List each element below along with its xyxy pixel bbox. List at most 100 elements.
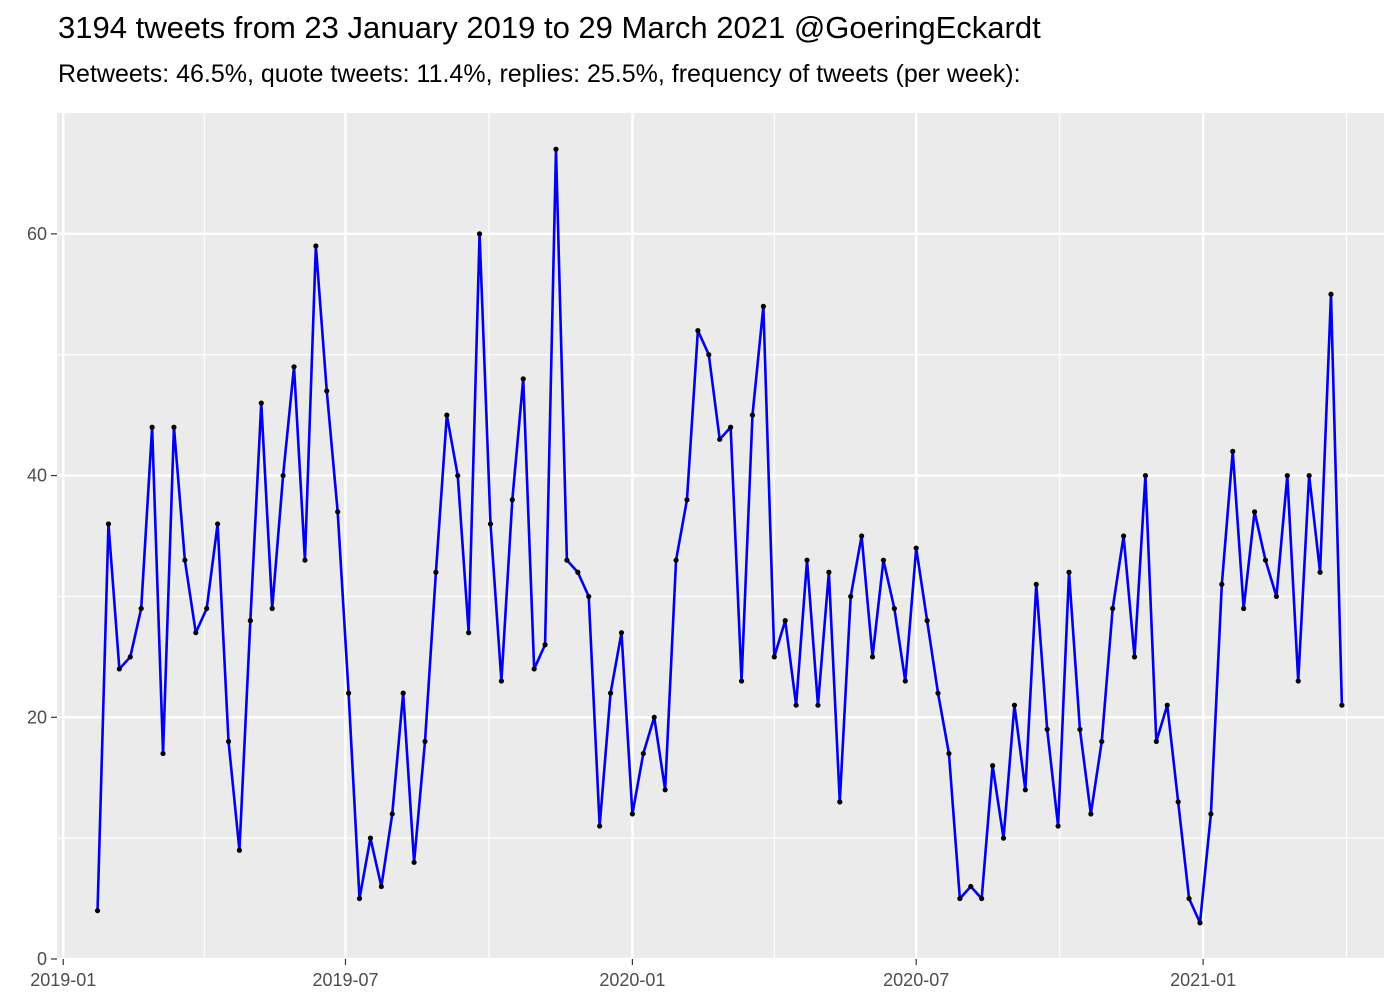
data-point <box>1088 811 1094 817</box>
data-point <box>498 678 505 684</box>
data-point <box>1197 920 1203 926</box>
data-point <box>1066 569 1072 575</box>
data-point <box>760 303 766 309</box>
data-point <box>629 811 635 817</box>
data-point <box>1033 581 1039 587</box>
data-point <box>258 400 264 406</box>
data-point <box>411 859 417 865</box>
data-point <box>476 231 483 237</box>
data-point <box>204 605 210 612</box>
data-point <box>182 557 188 563</box>
data-point <box>684 497 690 503</box>
data-point <box>957 895 963 902</box>
data-point <box>880 557 887 563</box>
series-points <box>94 146 1345 926</box>
data-point <box>400 690 406 696</box>
data-point <box>575 569 581 575</box>
data-point <box>1142 472 1149 479</box>
data-point <box>1284 472 1290 479</box>
data-point <box>1131 654 1138 660</box>
data-point <box>738 678 745 684</box>
data-point <box>422 738 428 745</box>
data-point <box>466 630 472 636</box>
data-point <box>1306 472 1312 479</box>
data-point <box>869 654 876 660</box>
x-tick-label: 2020-01 <box>599 970 665 990</box>
data-point <box>902 678 908 684</box>
data-point <box>771 654 777 660</box>
data-point <box>520 376 526 382</box>
x-tick-label: 2019-01 <box>30 970 96 990</box>
x-tick-label: 2020-07 <box>883 970 949 990</box>
data-point <box>804 557 810 563</box>
chart-title: 3194 tweets from 23 January 2019 to 29 M… <box>58 10 1041 45</box>
data-point <box>1099 738 1105 745</box>
data-point <box>651 714 657 720</box>
data-point <box>891 605 897 612</box>
chart-subtitle: Retweets: 46.5%, quote tweets: 11.4%, re… <box>58 60 1021 88</box>
data-point <box>160 750 166 757</box>
data-point <box>640 750 646 757</box>
data-point <box>1295 678 1301 684</box>
data-point <box>848 593 854 600</box>
data-point <box>345 690 352 696</box>
data-point <box>1241 605 1247 612</box>
data-point <box>1186 895 1192 902</box>
data-point <box>1044 726 1050 732</box>
data-point <box>1328 291 1334 297</box>
data-point <box>116 666 122 672</box>
data-point <box>673 557 679 563</box>
data-point <box>1022 787 1028 793</box>
data-point <box>127 654 133 660</box>
data-point <box>1273 593 1280 600</box>
data-point <box>280 472 286 479</box>
data-point <box>1208 811 1214 817</box>
data-point <box>913 545 919 551</box>
data-point <box>586 593 592 600</box>
data-point <box>1175 799 1181 805</box>
data-point <box>946 750 952 757</box>
data-point <box>1262 557 1269 563</box>
axes: 2019-01 2019-07 2020-01 2020-07 2021-01 0 20 40… <box>27 224 1236 990</box>
data-point <box>1000 835 1007 841</box>
data-point <box>378 883 384 890</box>
data-point <box>662 787 668 793</box>
data-point <box>815 702 821 708</box>
data-point <box>149 424 155 430</box>
data-point <box>247 618 253 624</box>
data-point <box>356 895 363 902</box>
data-point <box>433 569 439 575</box>
data-point <box>1219 581 1225 587</box>
data-point <box>990 763 996 769</box>
data-point <box>542 642 548 648</box>
data-point <box>105 521 112 527</box>
data-point <box>138 605 144 612</box>
data-point <box>531 666 537 672</box>
data-point <box>859 533 865 539</box>
data-point <box>509 497 515 503</box>
data-point <box>728 424 734 430</box>
data-point <box>367 835 374 841</box>
data-point <box>1230 448 1236 454</box>
data-point <box>979 895 985 902</box>
data-point <box>826 569 832 575</box>
data-point <box>487 521 494 527</box>
data-point <box>968 883 974 890</box>
data-point <box>782 618 788 624</box>
data-point <box>1110 605 1116 612</box>
data-point <box>793 702 799 708</box>
y-tick-label: 60 <box>27 224 47 244</box>
data-point <box>444 412 450 418</box>
data-point <box>1317 569 1323 575</box>
data-point <box>1120 533 1127 539</box>
data-point <box>171 424 177 430</box>
data-point <box>1164 702 1170 708</box>
grid-major <box>57 113 1384 961</box>
data-point <box>706 352 712 358</box>
x-tick-label: 2019-07 <box>312 970 378 990</box>
x-tick-label: 2021-01 <box>1170 970 1236 990</box>
plot-panel <box>57 113 1384 959</box>
data-point <box>1251 509 1258 515</box>
data-point <box>455 472 461 479</box>
